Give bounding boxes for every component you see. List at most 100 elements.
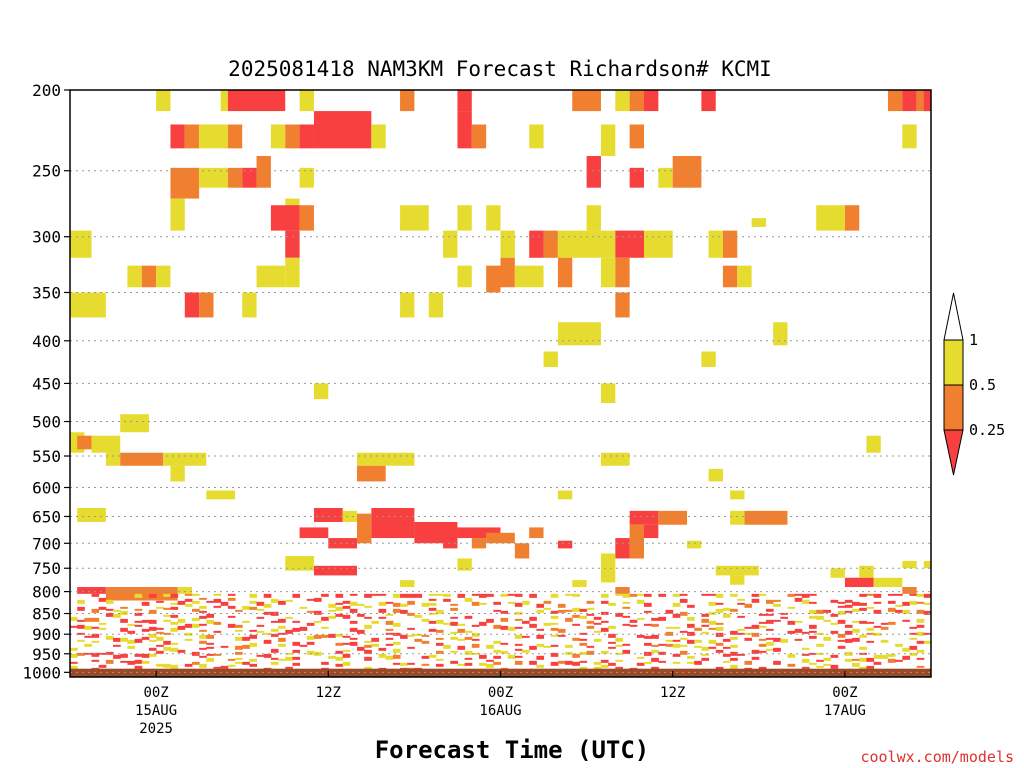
ri-boundary-cell — [715, 593, 724, 598]
ri-boundary-cell — [572, 607, 580, 612]
ri-cell — [708, 230, 723, 258]
ri-cell — [923, 90, 931, 112]
ri-boundary-cell — [199, 623, 207, 626]
ri-boundary-cell — [256, 624, 265, 627]
ri-boundary-cell — [184, 603, 193, 607]
ri-boundary-cell — [213, 593, 222, 596]
ri-cell — [615, 538, 630, 559]
ri-boundary-cell — [392, 593, 401, 598]
ri-boundary-cell — [787, 593, 796, 597]
ri-boundary-cell — [191, 623, 200, 628]
ri-boundary-cell — [414, 593, 423, 598]
ri-boundary-cell — [557, 634, 566, 637]
ri-boundary-cell — [349, 620, 358, 624]
ri-boundary-cell — [507, 593, 516, 596]
ri-cell — [687, 540, 702, 549]
ri-boundary-cell — [514, 611, 523, 615]
ri-cell — [722, 265, 738, 288]
ri-boundary-cell — [113, 637, 121, 642]
ri-boundary-cell — [414, 638, 423, 642]
ri-boundary-cell — [615, 612, 623, 617]
ri-boundary-cell — [486, 663, 494, 668]
ri-boundary-cell — [500, 642, 509, 645]
ri-boundary-cell — [141, 601, 150, 606]
ri-boundary-cell — [744, 626, 753, 629]
ri-boundary-cell — [170, 606, 179, 610]
x-tick-label: 17AUG — [824, 703, 866, 719]
ri-boundary-cell — [500, 610, 509, 614]
x-tick-label: 12Z — [660, 685, 685, 701]
ri-cell — [529, 230, 544, 258]
ri-boundary-cell — [809, 662, 817, 665]
ri-cell — [730, 575, 745, 585]
ri-cell — [644, 230, 673, 258]
ri-boundary-cell — [615, 659, 623, 662]
ri-boundary-cell — [593, 666, 602, 670]
ri-boundary-cell — [644, 661, 652, 664]
ri-boundary-cell — [263, 639, 272, 644]
ri-boundary-cell — [572, 623, 580, 626]
ri-boundary-cell — [407, 627, 415, 630]
ri-boundary-cell — [235, 609, 243, 612]
ri-boundary-cell — [342, 653, 351, 658]
ri-cell — [313, 508, 343, 522]
ri-boundary-cell — [801, 593, 810, 598]
ri-boundary-cell — [392, 608, 401, 613]
ri-boundary-cell — [163, 646, 171, 651]
ri-boundary-cell — [471, 643, 480, 648]
ri-boundary-cell — [235, 645, 243, 650]
ri-boundary-cell — [809, 635, 817, 639]
ri-boundary-cell — [493, 609, 501, 612]
ri-boundary-cell — [321, 593, 329, 597]
ri-boundary-cell — [644, 593, 652, 597]
ri-boundary-cell — [156, 636, 164, 641]
ri-boundary-cell — [213, 630, 222, 633]
ri-boundary-cell — [478, 662, 487, 666]
ri-boundary-cell — [651, 634, 659, 639]
ri-boundary-cell — [163, 614, 171, 617]
ri-boundary-cell — [543, 645, 552, 648]
ri-boundary-cell — [98, 597, 107, 602]
ri-boundary-cell — [844, 604, 853, 608]
ri-boundary-cell — [715, 626, 724, 631]
ri-boundary-cell — [371, 643, 380, 647]
ri-boundary-cell — [636, 634, 645, 638]
ri-boundary-cell — [335, 642, 344, 646]
ri-boundary-cell — [579, 642, 588, 646]
ri-boundary-cell — [507, 626, 516, 631]
ri-boundary-cell — [421, 634, 430, 637]
ri-boundary-cell — [213, 598, 222, 603]
ri-cell — [486, 265, 501, 293]
ri-boundary-cell — [730, 657, 738, 661]
ri-boundary-cell — [859, 602, 867, 606]
ri-boundary-cell — [471, 624, 480, 627]
ri-boundary-cell — [263, 593, 272, 598]
ri-cell — [486, 205, 501, 231]
ri-boundary-cell — [206, 653, 214, 656]
ri-boundary-cell — [522, 600, 530, 605]
ri-boundary-cell — [572, 593, 580, 597]
ri-boundary-cell — [435, 619, 444, 624]
ri-boundary-cell — [435, 663, 444, 667]
ri-boundary-cell — [565, 617, 573, 622]
ri-boundary-cell — [435, 629, 444, 633]
ri-boundary-cell — [235, 657, 243, 660]
ri-boundary-cell — [148, 647, 157, 651]
x-tick-label: 2025 — [139, 721, 173, 737]
ri-boundary-cell — [105, 599, 114, 604]
ri-boundary-cell — [737, 598, 745, 601]
ri-cell — [357, 513, 372, 544]
ri-boundary-cell — [636, 656, 645, 659]
ri-boundary-cell — [457, 645, 466, 650]
ri-boundary-cell — [550, 634, 559, 637]
ri-boundary-cell — [113, 644, 121, 647]
ri-boundary-cell — [120, 610, 128, 615]
ri-boundary-cell — [823, 609, 832, 613]
ri-cell — [371, 124, 386, 149]
ri-boundary-cell — [120, 627, 128, 632]
ri-boundary-cell — [77, 652, 85, 656]
ri-boundary-cell — [170, 621, 179, 625]
ri-boundary-cell — [242, 620, 250, 623]
ri-cell — [600, 553, 616, 583]
ri-boundary-cell — [651, 623, 659, 627]
